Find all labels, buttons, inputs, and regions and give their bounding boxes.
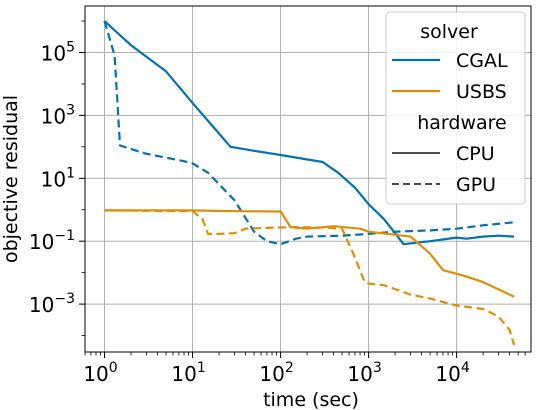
plot-frame xyxy=(84,5,532,353)
x-tick-exponent: 0 xyxy=(109,360,118,376)
x-tick-label: 101 xyxy=(171,360,205,386)
x-tick-exponent: 4 xyxy=(461,360,470,376)
x-axis-title: time (sec) xyxy=(263,389,359,410)
series-usbs-gpu-line xyxy=(104,209,516,346)
series-cgal-cpu-line xyxy=(103,20,515,246)
x-tick-label: 103 xyxy=(347,360,381,386)
y-tick-exponent: 5 xyxy=(66,39,75,55)
x-tick-base: 10 xyxy=(171,362,196,386)
y-tick-label: 10−1 xyxy=(29,228,75,254)
x-tick-label: 104 xyxy=(435,360,469,386)
x-axis: 100 101 102 103 104 xyxy=(83,352,526,386)
series-layer xyxy=(103,20,516,346)
y-tick-label: 105 xyxy=(41,39,75,65)
y-tick-label: 10−3 xyxy=(29,291,75,317)
x-tick-label: 102 xyxy=(259,360,293,386)
legend-cpu-label: CPU xyxy=(456,143,495,165)
x-tick-base: 10 xyxy=(259,362,284,386)
x-tick-base: 10 xyxy=(347,362,372,386)
y-tick-base: 10 xyxy=(41,41,66,65)
series-usbs-cpu-line xyxy=(104,209,515,298)
x-tick-exponent: 3 xyxy=(373,360,382,376)
legend-hardware-title: hardware xyxy=(417,112,507,134)
y-tick-exponent: −3 xyxy=(54,291,75,307)
y-tick-exponent: 1 xyxy=(66,165,75,181)
y-axis-title: objective residual xyxy=(0,95,22,263)
y-tick-base: 10 xyxy=(29,293,54,317)
y-tick-exponent: −1 xyxy=(54,228,75,244)
x-tick-base: 10 xyxy=(83,362,108,386)
y-tick-base: 10 xyxy=(29,230,54,254)
y-tick-label: 103 xyxy=(41,102,75,128)
legend-gpu-label: GPU xyxy=(456,174,496,196)
x-tick-exponent: 2 xyxy=(285,360,294,376)
y-tick-base: 10 xyxy=(41,167,66,191)
legend-cgal-label: CGAL xyxy=(456,50,508,72)
x-tick-base: 10 xyxy=(435,362,460,386)
y-tick-exponent: 3 xyxy=(66,102,75,118)
x-tick-label: 100 xyxy=(83,360,117,386)
y-tick-base: 10 xyxy=(41,104,66,128)
series-cgal-gpu-line xyxy=(103,20,515,246)
legend-solver-title: solver xyxy=(420,21,478,43)
legend: solver CGAL USBS hardware CPU GPU xyxy=(385,11,526,205)
legend-usbs-label: USBS xyxy=(456,81,507,103)
y-tick-label: 101 xyxy=(41,165,75,191)
x-tick-exponent: 1 xyxy=(197,360,206,376)
